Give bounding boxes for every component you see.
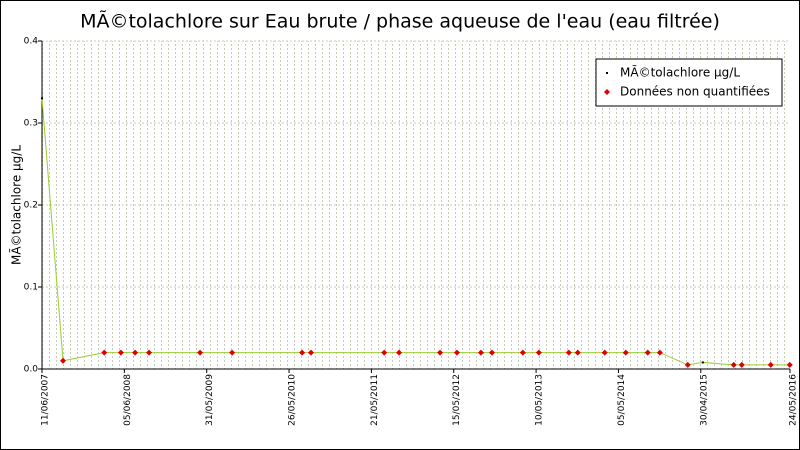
chart-title: MÃ©tolachlore sur Eau brute / phase aque… [80,10,720,33]
point [601,349,608,356]
point [396,349,403,356]
point [60,357,67,364]
y-tick-label: 0.0 [24,365,39,375]
y-tick-label: 0.1 [24,283,38,293]
point [786,361,793,368]
point [644,349,651,356]
point [299,349,306,356]
point [488,349,495,356]
x-tick-label: 05/06/2008 [123,374,133,426]
point [622,349,629,356]
point [453,349,460,356]
point [684,361,691,368]
point [656,349,663,356]
y-tick-label: 0.4 [24,37,39,47]
x-tick-label: 05/05/2014 [617,374,627,426]
point [132,349,139,356]
x-tick-label: 31/05/2009 [205,374,215,426]
point [197,349,204,356]
y-tick-label: 0.3 [24,119,38,129]
point [146,349,153,356]
point [730,361,737,368]
x-tick-label: 21/05/2011 [370,374,380,426]
y-tick-label: 0.2 [24,201,38,211]
legend-marker [606,72,608,74]
point [101,349,108,356]
point [381,349,388,356]
x-tick-label: 24/05/2016 [789,374,799,426]
legend-label: MÃ©tolachlore µg/L [620,65,740,80]
point [565,349,572,356]
point [767,361,774,368]
point [701,361,704,364]
point [519,349,526,356]
point [574,349,581,356]
x-tick-label: 11/06/2007 [41,374,51,426]
legend-box [595,58,783,107]
legend-marker [604,89,610,95]
point [117,349,124,356]
x-tick-label: 15/05/2012 [452,374,462,426]
point [437,349,444,356]
x-tick-label: 30/04/2015 [699,374,709,426]
point [535,349,542,356]
point [477,349,484,356]
y-axis-label: MÃ©tolachlore µg/L [9,145,24,265]
point [41,97,43,100]
point [229,349,236,356]
point [738,361,745,368]
point [308,349,315,356]
x-tick-label: 10/05/2013 [535,374,545,426]
legend-label: Données non quantifiées [620,85,770,99]
x-tick-label: 26/05/2010 [288,374,298,426]
